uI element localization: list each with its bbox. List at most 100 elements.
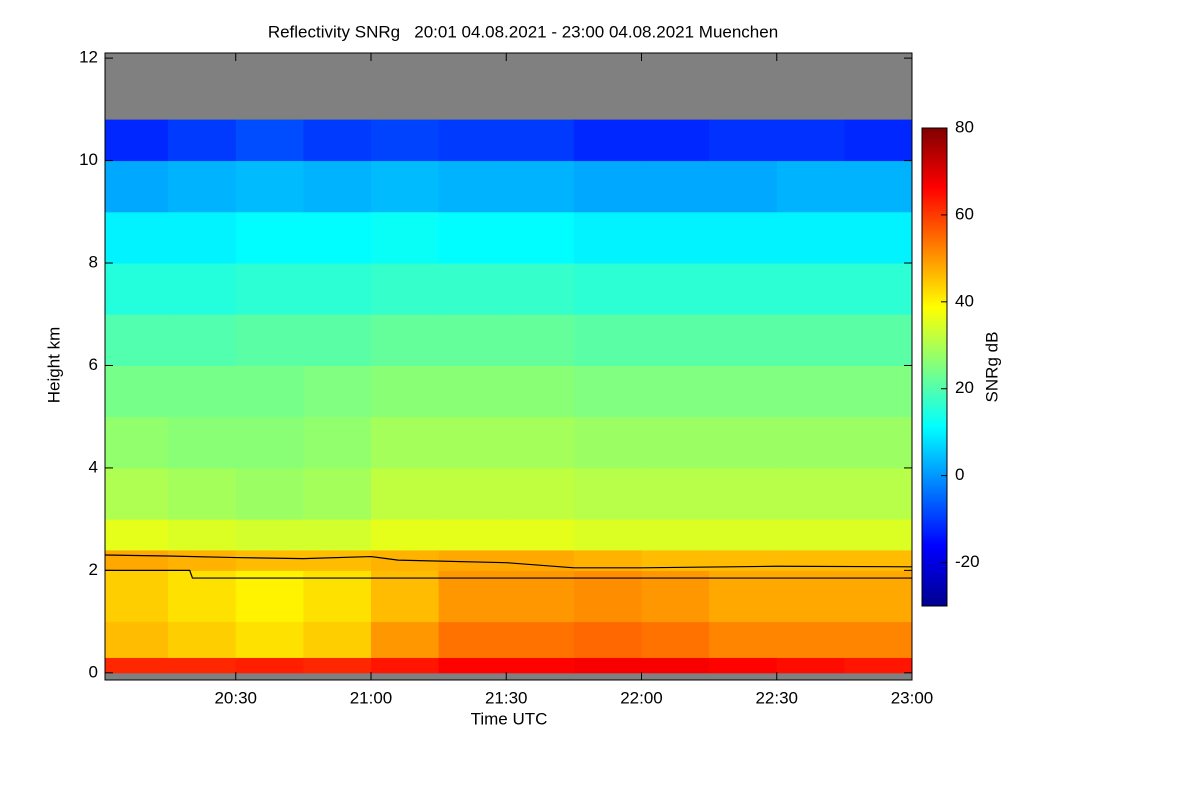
- heatmap-cell: [844, 519, 912, 551]
- heatmap-cell: [776, 119, 845, 162]
- plot-frame: [104, 52, 913, 681]
- heatmap-cell: [709, 263, 778, 315]
- heatmap-cell: [168, 211, 237, 264]
- heatmap-cell: [303, 570, 372, 623]
- heatmap-cell: [506, 416, 575, 469]
- heatmap-cell: [573, 657, 642, 674]
- heatmap-cell: [844, 416, 912, 469]
- heatmap-cell: [105, 211, 169, 264]
- heatmap-cell: [168, 621, 237, 658]
- heatmap-cell: [506, 621, 575, 658]
- heatmap-cell: [641, 263, 710, 315]
- heatmap-cell: [235, 119, 304, 162]
- heatmap-cell: [844, 211, 912, 264]
- heatmap-cell: [776, 519, 845, 551]
- heatmap-cell: [235, 314, 304, 366]
- heatmap-cell: [370, 263, 440, 315]
- heatmap-cell: [370, 119, 440, 162]
- heatmap-cell: [776, 416, 845, 469]
- heatmap-cell: [438, 119, 507, 162]
- heatmap-cell: [506, 549, 575, 571]
- y-tick-label: 6: [89, 355, 98, 374]
- heatmap-cell: [370, 365, 440, 418]
- heatmap-cell: [370, 621, 440, 658]
- heatmap-cell: [370, 416, 440, 469]
- heatmap-cell: [573, 263, 642, 315]
- heatmap-cell: [573, 416, 642, 469]
- heatmap-cell: [844, 467, 912, 520]
- heatmap-cell: [168, 263, 237, 315]
- heatmap-cell: [709, 570, 778, 623]
- heatmap-cell: [844, 263, 912, 315]
- heatmap-cell: [105, 314, 169, 366]
- heatmap-cell: [641, 519, 710, 551]
- heatmap-cell: [105, 570, 169, 623]
- heatmap-cell: [303, 314, 372, 366]
- heatmap-cell: [235, 467, 304, 520]
- heatmap-cell: [844, 657, 912, 674]
- heatmap-cell: [105, 549, 169, 571]
- heatmap-cell: [105, 119, 169, 162]
- y-axis-label: Height km: [44, 327, 63, 404]
- heatmap-cell: [235, 570, 304, 623]
- heatmap-cell: [776, 365, 845, 418]
- heatmap-cell: [573, 365, 642, 418]
- heatmap-cell: [303, 416, 372, 469]
- heatmap-cell: [438, 365, 507, 418]
- boundary-line: [105, 554, 912, 569]
- heatmap-cell: [844, 365, 912, 418]
- heatmap-cell: [370, 519, 440, 551]
- heatmap-cell: [776, 621, 845, 658]
- heatmap-cell: [235, 365, 304, 418]
- heatmap-cell: [105, 657, 169, 674]
- heatmap-cell: [235, 416, 304, 469]
- colorbar-tick-label: 20: [955, 378, 974, 397]
- heatmap-cell: [506, 314, 575, 366]
- heatmap-cell: [303, 119, 372, 162]
- heatmap-cell: [168, 657, 237, 674]
- heatmap: [105, 119, 912, 674]
- heatmap-cell: [303, 549, 372, 571]
- heatmap-cell: [776, 263, 845, 315]
- heatmap-cell: [776, 467, 845, 520]
- heatmap-cell: [506, 657, 575, 674]
- heatmap-cell: [506, 365, 575, 418]
- heatmap-cell: [168, 416, 237, 469]
- heatmap-cell: [844, 549, 912, 571]
- heatmap-cell: [641, 467, 710, 520]
- heatmap-cell: [641, 211, 710, 264]
- colorbar-tick-label: 40: [955, 291, 974, 310]
- heatmap-cell: [168, 570, 237, 623]
- heatmap-cell: [709, 314, 778, 366]
- boundary-line: [105, 569, 912, 579]
- heatmap-cell: [641, 160, 710, 213]
- heatmap-cell: [709, 549, 778, 571]
- heatmap-cell: [438, 570, 507, 623]
- heatmap-cell: [641, 365, 710, 418]
- heatmap-cell: [370, 570, 440, 623]
- colorbar: [921, 127, 948, 607]
- y-tick-label: 8: [89, 253, 98, 272]
- heatmap-cell: [844, 119, 912, 162]
- heatmap-cell: [573, 160, 642, 213]
- heatmap-cell: [438, 519, 507, 551]
- heatmap-cell: [776, 657, 845, 674]
- heatmap-cell: [303, 467, 372, 520]
- heatmap-cell: [709, 519, 778, 551]
- y-tick-label: 2: [89, 560, 98, 579]
- heatmap-cell: [168, 519, 237, 551]
- heatmap-cell: [168, 119, 237, 162]
- heatmap-cell: [776, 549, 845, 571]
- heatmap-cell: [370, 467, 440, 520]
- heatmap-cell: [776, 160, 845, 213]
- x-tick-label: 22:00: [620, 688, 663, 707]
- heatmap-cell: [370, 211, 440, 264]
- heatmap-cell: [573, 119, 642, 162]
- heatmap-cell: [709, 467, 778, 520]
- heatmap-cell: [168, 314, 237, 366]
- heatmap-cell: [438, 211, 507, 264]
- heatmap-cell: [303, 657, 372, 674]
- heatmap-cell: [105, 160, 169, 213]
- colorbar-tick-label: -20: [955, 552, 980, 571]
